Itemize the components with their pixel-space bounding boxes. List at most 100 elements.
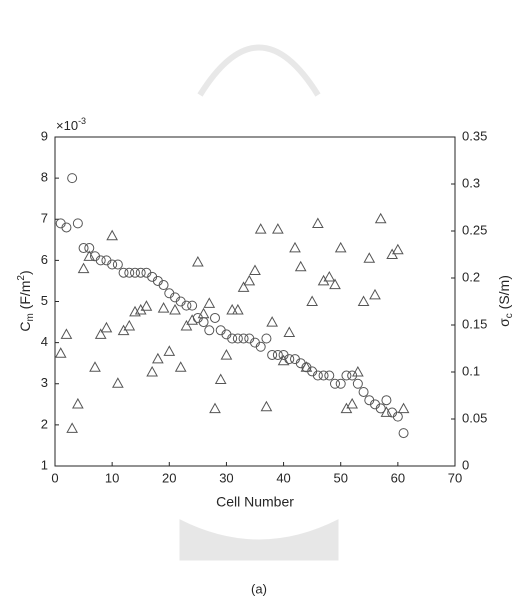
triangle-point	[306, 295, 318, 306]
y-label-sup: 2	[16, 275, 27, 281]
circle-point	[330, 378, 340, 389]
triangle-point	[140, 300, 153, 311]
circle-point	[358, 386, 369, 397]
triangle-point	[169, 303, 181, 315]
circle-point	[181, 300, 192, 311]
circle-point	[72, 218, 83, 229]
y-tick-label: 8	[41, 170, 48, 185]
circle-point	[118, 267, 129, 278]
circle-point	[318, 370, 329, 381]
caption: (a)	[251, 581, 267, 596]
circle-point	[107, 259, 118, 270]
circle-point	[381, 395, 392, 406]
x-tick-label: 30	[219, 470, 233, 485]
triangle-point	[317, 274, 330, 286]
triangle-point	[232, 303, 244, 315]
circle-point	[67, 173, 78, 184]
circle-point	[124, 267, 135, 278]
triangle-point	[312, 217, 324, 228]
y2-label-part: σ	[496, 318, 512, 327]
triangle-point	[214, 373, 227, 385]
x-tick-label: 50	[333, 470, 347, 485]
triangle-point	[197, 307, 210, 319]
triangle-point	[134, 303, 147, 315]
triangle-point	[334, 241, 347, 253]
triangle-point	[346, 397, 358, 409]
circle-point	[352, 378, 363, 389]
y2-tick-label: 0.2	[462, 269, 480, 284]
y2-tick-label: 0.35	[462, 128, 487, 143]
circle-point	[158, 280, 169, 291]
y2-tick-label: 0.15	[462, 316, 487, 331]
circle-point	[324, 370, 335, 381]
circle-point	[61, 222, 72, 233]
triangle-point	[266, 316, 278, 327]
x-tick-label: 0	[51, 470, 58, 485]
triangle-point	[66, 422, 78, 433]
y2-label-sub: c	[504, 313, 515, 318]
triangle-point	[146, 365, 158, 377]
triangle-point	[180, 319, 193, 331]
circle-point	[284, 354, 295, 365]
y2-label: σc (S/m)	[496, 275, 515, 327]
y-label-part: (F/m	[17, 281, 33, 314]
y-tick-label: 9	[41, 128, 48, 143]
x-tick-label: 20	[162, 470, 176, 485]
triangle-point	[72, 397, 84, 409]
triangle-point	[89, 361, 101, 372]
circle-point	[112, 259, 123, 270]
triangle-point	[94, 328, 107, 339]
triangle-point	[283, 326, 296, 338]
triangle-point	[83, 250, 96, 261]
y-tick-label: 5	[41, 293, 48, 308]
triangle-point	[329, 278, 341, 290]
circle-point	[238, 333, 249, 344]
triangle-point	[363, 252, 376, 263]
circle-point	[95, 255, 106, 266]
triangle-point	[277, 354, 290, 366]
multiplier-exp: -3	[78, 116, 86, 126]
triangle-point	[357, 295, 370, 306]
y-tick-label: 2	[41, 416, 48, 431]
circle-point	[78, 243, 89, 254]
triangle-point	[300, 361, 313, 372]
triangle-point	[392, 243, 404, 255]
triangle-point	[163, 345, 176, 356]
triangle-point	[220, 349, 233, 360]
circle-point	[227, 333, 238, 344]
circle-point	[255, 341, 266, 352]
y-tick-label: 4	[41, 334, 48, 349]
triangle-point	[352, 365, 364, 377]
triangle-point	[294, 260, 307, 272]
x-label: Cell Number	[216, 494, 294, 510]
triangle-point	[112, 377, 124, 388]
y-tick-label: 3	[41, 375, 48, 390]
triangle-point	[174, 361, 187, 372]
y-tick-label: 6	[41, 252, 48, 267]
circle-point	[341, 370, 352, 381]
y2-label-part: (S/m)	[496, 275, 512, 313]
triangle-point	[152, 352, 164, 364]
triangle-point	[272, 223, 284, 234]
y-multiplier: ×10-3	[56, 116, 86, 133]
triangle-point	[203, 297, 216, 308]
triangle-point	[237, 281, 250, 292]
circle-point	[335, 378, 346, 389]
triangle-point	[369, 288, 381, 300]
triangle-point	[77, 262, 90, 274]
y2-tick-label: 0.3	[462, 175, 480, 190]
triangle-point	[380, 406, 393, 417]
circle-point	[84, 243, 95, 254]
triangle-point	[54, 347, 67, 358]
triangle-point	[323, 271, 336, 282]
y2-tick-label: 0.25	[462, 222, 487, 237]
circle-point	[312, 370, 323, 381]
triangle-point	[243, 274, 256, 286]
triangle-point	[209, 402, 221, 414]
multiplier-base: ×10	[56, 118, 78, 133]
x-tick-label: 60	[391, 470, 405, 485]
triangle-point	[397, 402, 410, 414]
circle-point	[204, 325, 215, 336]
circle-point	[398, 428, 409, 439]
